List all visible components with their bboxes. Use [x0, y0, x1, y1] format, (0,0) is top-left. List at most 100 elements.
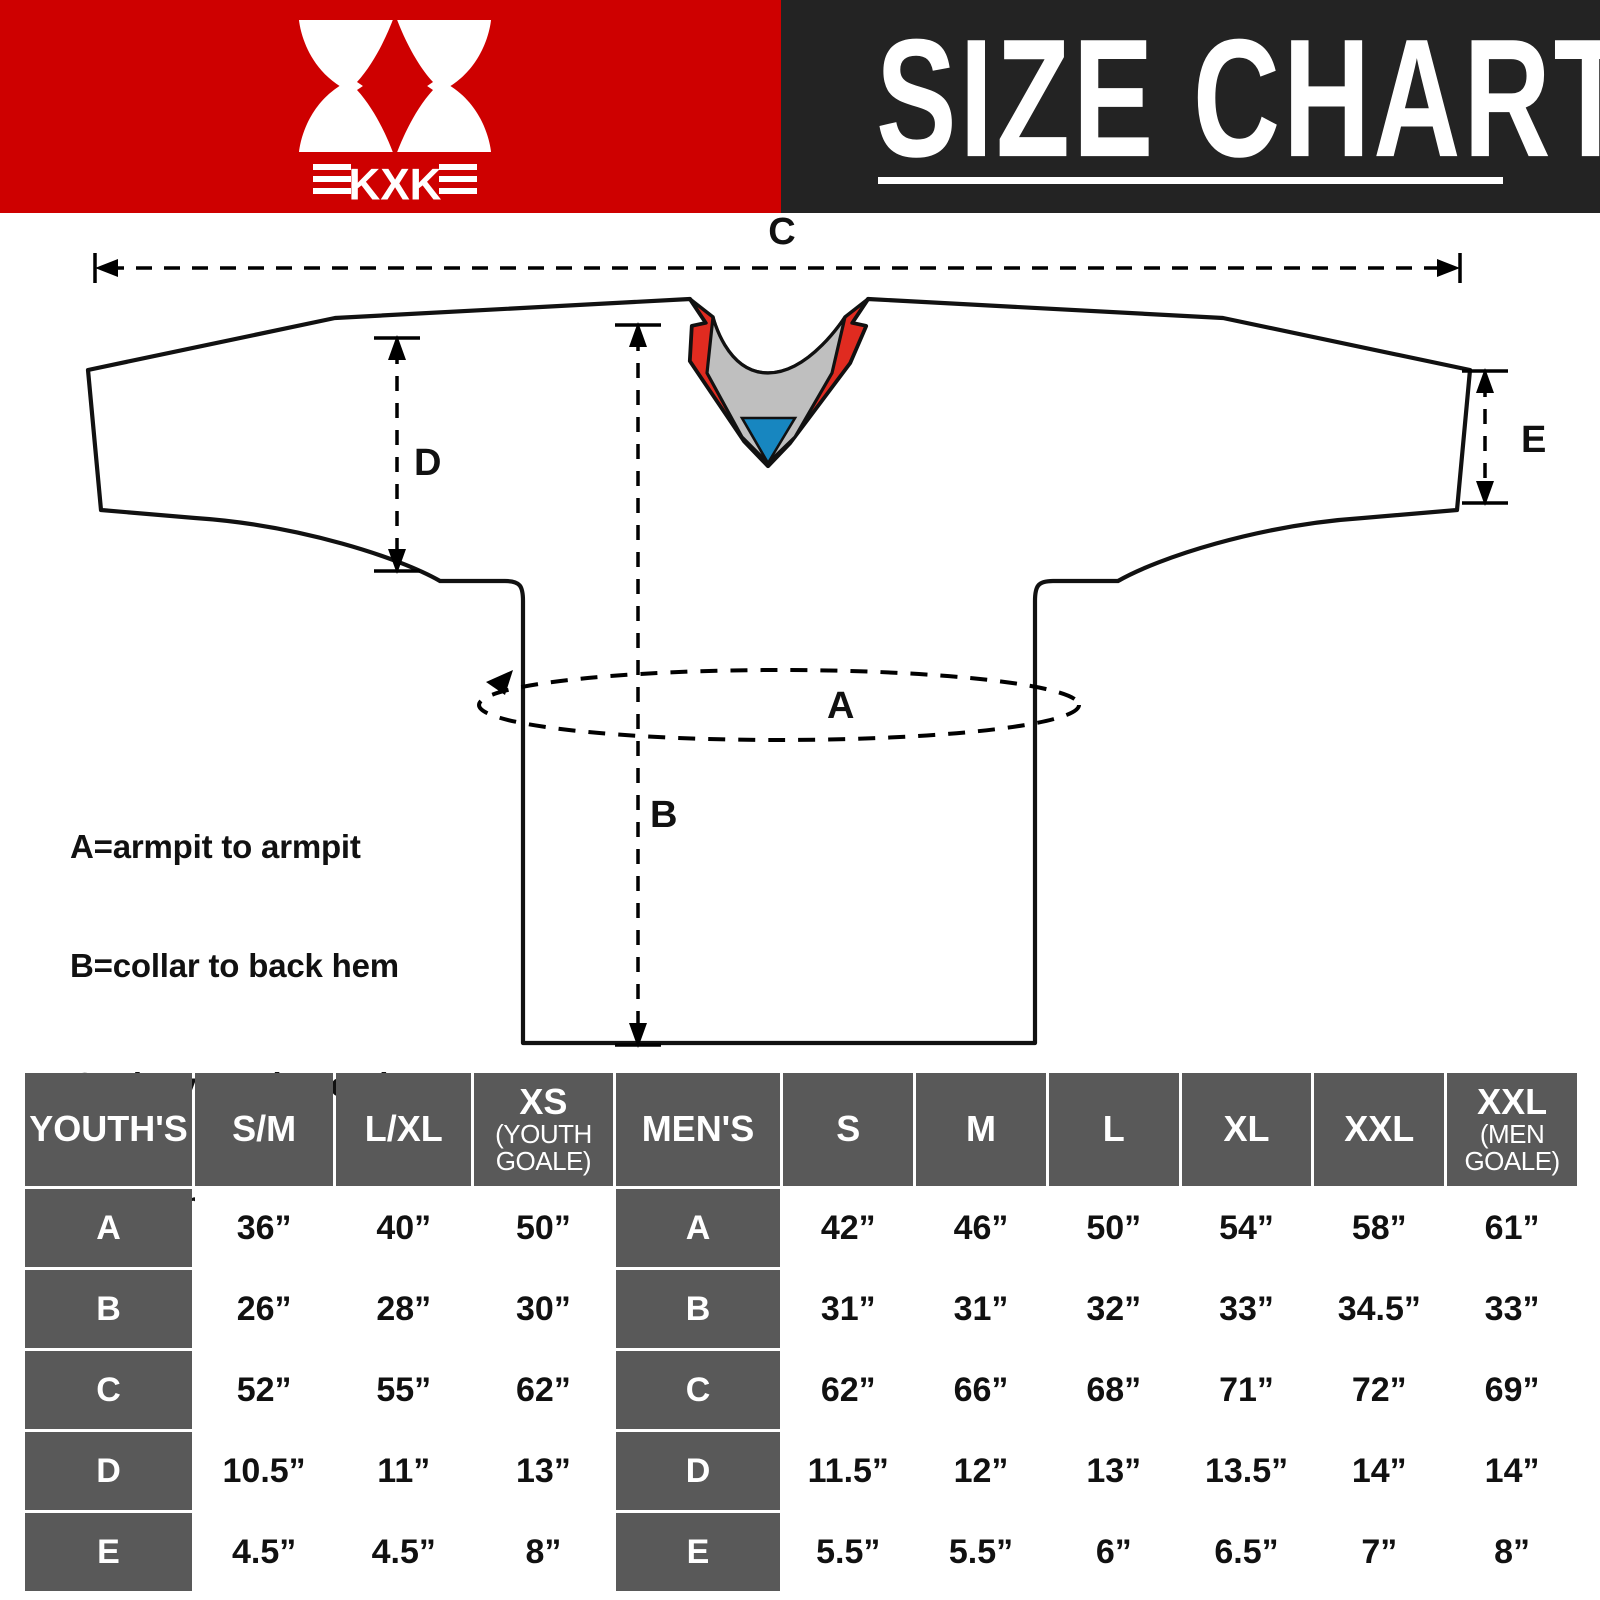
size-chart-table: YOUTH'S S/M L/XL XS (YOUTH GOALE) MEN'S … [22, 1070, 1580, 1594]
col-header-sublabel: (YOUTH GOALE) [495, 1118, 592, 1176]
col-header-label: S/M [232, 1108, 297, 1150]
col-header-m: M [916, 1073, 1046, 1186]
col-header-label: YOUTH'S [29, 1108, 188, 1150]
cell-men-xl-b: 33” [1181, 1270, 1312, 1348]
cell-men-xxl-d: 14” [1314, 1432, 1445, 1510]
row-label-men-a: A [615, 1189, 781, 1267]
jersey-collar [688, 297, 870, 468]
row-label-men-d: D [615, 1432, 781, 1510]
row-label-youth-c: C [25, 1351, 192, 1429]
row-label-youth-d: D [25, 1432, 192, 1510]
cell-men-xl-d: 13.5” [1181, 1432, 1312, 1510]
col-header-xxl-men-goale: XXL (MEN GOALE) [1447, 1073, 1577, 1186]
hockey-jersey-measurement-diagram: C D E [0, 211, 1600, 1068]
table-row: A 36” 40” 50” A 42” 46” 50” 54” 58” 61” [25, 1189, 1577, 1267]
cell-men-s-e: 5.5” [783, 1513, 914, 1591]
label-e: E [1521, 419, 1546, 461]
dimension-d-line [374, 335, 420, 574]
brand-banner: KXK [0, 0, 781, 213]
col-header-xl: XL [1181, 1073, 1312, 1186]
legend-item-b: B=collar to back hem [70, 946, 399, 984]
cell-youth-xs-e: 8” [474, 1513, 613, 1591]
col-header-sm: S/M [194, 1073, 334, 1186]
col-header-label: XXL [1344, 1108, 1415, 1150]
col-header-label: L/XL [364, 1108, 443, 1150]
cell-men-xl-e: 6.5” [1181, 1513, 1312, 1591]
cell-men-s-d: 11.5” [783, 1432, 914, 1510]
col-header-label: XS [519, 1081, 568, 1123]
col-header-label: XXL [1477, 1081, 1548, 1123]
cell-men-l-b: 32” [1048, 1270, 1179, 1348]
cell-men-xxl-e: 7” [1314, 1513, 1445, 1591]
cell-men-goale-b: 33” [1447, 1270, 1577, 1348]
row-label-youth-a: A [25, 1189, 192, 1267]
row-label-men-e: E [615, 1513, 781, 1591]
cell-youth-lxl-d: 11” [336, 1432, 472, 1510]
cell-men-m-b: 31” [916, 1270, 1046, 1348]
cell-youth-xs-a: 50” [474, 1189, 613, 1267]
title-underline [878, 177, 1503, 184]
cell-youth-sm-b: 26” [194, 1270, 334, 1348]
cell-men-xl-c: 71” [1181, 1351, 1312, 1429]
cell-men-s-a: 42” [783, 1189, 914, 1267]
table-header-row: YOUTH'S S/M L/XL XS (YOUTH GOALE) MEN'S … [25, 1073, 1577, 1186]
label-b: B [650, 794, 677, 836]
cell-youth-sm-e: 4.5” [194, 1513, 334, 1591]
cell-youth-xs-c: 62” [474, 1351, 613, 1429]
col-header-s: S [783, 1073, 914, 1186]
cell-youth-lxl-e: 4.5” [336, 1513, 472, 1591]
cell-men-goale-c: 69” [1447, 1351, 1577, 1429]
col-header-lxl: L/XL [336, 1073, 472, 1186]
cell-men-s-c: 62” [783, 1351, 914, 1429]
col-header-xs-youth-goale: XS (YOUTH GOALE) [474, 1073, 613, 1186]
row-label-youth-b: B [25, 1270, 192, 1348]
kxk-hourglass-logo-icon: KXK [285, 12, 505, 209]
row-label-youth-e: E [25, 1513, 192, 1591]
table-row: B 26” 28” 30” B 31” 31” 32” 33” 34.5” 33… [25, 1270, 1577, 1348]
cell-men-l-d: 13” [1048, 1432, 1179, 1510]
title-banner: SIZE CHART [781, 0, 1600, 213]
cell-men-goale-d: 14” [1447, 1432, 1577, 1510]
dimension-e-line [1462, 368, 1508, 506]
table-row: E 4.5” 4.5” 8” E 5.5” 5.5” 6” 6.5” 7” 8” [25, 1513, 1577, 1591]
cell-men-l-a: 50” [1048, 1189, 1179, 1267]
cell-men-l-e: 6” [1048, 1513, 1179, 1591]
col-header-label: MEN'S [641, 1108, 755, 1150]
label-c: C [768, 213, 795, 253]
cell-youth-sm-a: 36” [194, 1189, 334, 1267]
cell-youth-lxl-b: 28” [336, 1270, 472, 1348]
col-header-label: M [966, 1108, 997, 1150]
table-row: D 10.5” 11” 13” D 11.5” 12” 13” 13.5” 14… [25, 1432, 1577, 1510]
cell-men-s-b: 31” [783, 1270, 914, 1348]
table-row: C 52” 55” 62” C 62” 66” 68” 71” 72” 69” [25, 1351, 1577, 1429]
col-header-xxl: XXL [1314, 1073, 1445, 1186]
jersey-outline [85, 296, 1473, 1046]
col-header-mens: MEN'S [615, 1073, 781, 1186]
cell-men-m-c: 66” [916, 1351, 1046, 1429]
collar-blue-accent [739, 416, 798, 466]
label-d: D [414, 442, 441, 484]
cell-youth-xs-d: 13” [474, 1432, 613, 1510]
cell-youth-sm-d: 10.5” [194, 1432, 334, 1510]
dimension-c-line [93, 253, 1462, 283]
dimension-a-ellipse [477, 668, 1081, 742]
cell-men-xxl-b: 34.5” [1314, 1270, 1445, 1348]
cell-men-xxl-a: 58” [1314, 1189, 1445, 1267]
cell-men-m-d: 12” [916, 1432, 1046, 1510]
cell-men-m-e: 5.5” [916, 1513, 1046, 1591]
brand-wordmark: KXK [348, 160, 441, 202]
col-header-sublabel: (MEN GOALE) [1464, 1118, 1560, 1176]
cell-men-m-a: 46” [916, 1189, 1046, 1267]
label-a: A [827, 685, 854, 727]
col-header-youths: YOUTH'S [25, 1073, 192, 1186]
cell-youth-xs-b: 30” [474, 1270, 613, 1348]
row-label-men-b: B [615, 1270, 781, 1348]
cell-youth-sm-c: 52” [194, 1351, 334, 1429]
col-header-label: L [1102, 1108, 1125, 1150]
col-header-l: L [1048, 1073, 1179, 1186]
page-header: KXK SIZE CHART [0, 0, 1600, 213]
cell-men-goale-e: 8” [1447, 1513, 1577, 1591]
legend-item-a: A=armpit to armpit [70, 828, 361, 866]
col-header-label: S [836, 1108, 861, 1150]
cell-men-xxl-c: 72” [1314, 1351, 1445, 1429]
